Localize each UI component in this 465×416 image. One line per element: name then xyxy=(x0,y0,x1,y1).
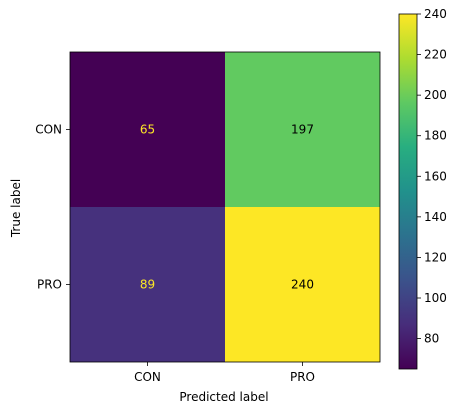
y-tick-label: CON xyxy=(35,123,62,137)
matrix-frame xyxy=(69,51,381,363)
colorbar-gradient xyxy=(399,14,417,369)
colorbar-tick-label: 240 xyxy=(424,7,447,21)
matrix-cell xyxy=(70,52,225,207)
colorbar-tick-label: 200 xyxy=(424,88,447,102)
y-tick-label: PRO xyxy=(37,278,62,292)
colorbar-tick-label: 160 xyxy=(424,169,447,183)
colorbar-tick-label: 180 xyxy=(424,129,447,143)
matrix-axes: CON PRO CON PRO xyxy=(35,51,381,384)
cell-value-label: 89 xyxy=(140,278,155,292)
colorbar: 80 100 120 140 160 180 200 220 240 xyxy=(398,7,447,370)
y-axis-title: True label xyxy=(9,179,23,238)
x-tick-label: CON xyxy=(134,370,161,384)
matrix-cell xyxy=(225,207,380,362)
colorbar-tick-label: 140 xyxy=(424,210,447,224)
colorbar-tick-label: 80 xyxy=(424,332,439,346)
colorbar-tick-label: 220 xyxy=(424,48,447,62)
colorbar-tick-label: 100 xyxy=(424,291,447,305)
matrix-cells: 65 197 89 240 xyxy=(70,52,380,362)
cell-value-label: 197 xyxy=(291,123,314,137)
colorbar-frame xyxy=(398,13,418,370)
x-axis-title: Predicted label xyxy=(179,390,268,404)
x-tick-label: PRO xyxy=(290,370,315,384)
matrix-cell xyxy=(225,52,380,207)
cell-value-label: 240 xyxy=(291,278,314,292)
colorbar-tick-label: 120 xyxy=(424,250,447,264)
matrix-cell xyxy=(70,207,225,362)
cell-value-label: 65 xyxy=(140,123,155,137)
